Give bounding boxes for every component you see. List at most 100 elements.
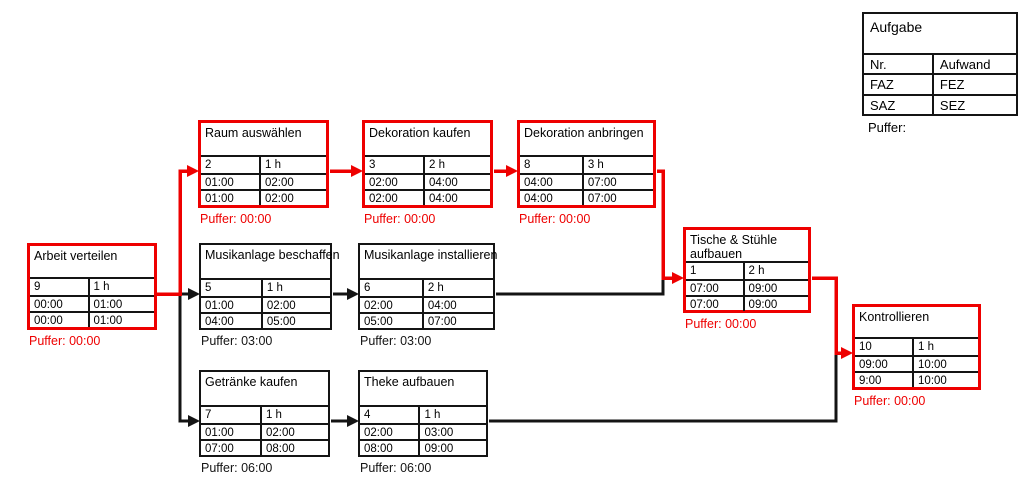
task-node-dekoration-kaufen[interactable]: Dekoration kaufen 3 2 h 02:00 04:00 02:0… bbox=[362, 120, 493, 208]
legend-aufwand: Aufwand bbox=[939, 57, 991, 72]
task-saz: 04:00 bbox=[201, 312, 263, 328]
task-node-dekoration-anbringen[interactable]: Dekoration anbringen 8 3 h 04:00 07:00 0… bbox=[517, 120, 656, 208]
task-nr: 6 bbox=[360, 280, 424, 296]
task-aufwand: 2 h bbox=[427, 282, 444, 294]
legend-saz: SAZ bbox=[864, 93, 934, 114]
task-table: 4 1 h 02:00 03:00 08:00 09:00 bbox=[360, 407, 486, 455]
puffer-label-raum-auswaehlen: Puffer: 00:00 bbox=[200, 212, 272, 226]
task-title: Tische & Stühle aufbauen bbox=[686, 230, 808, 263]
task-aufwand: 2 h bbox=[429, 159, 445, 171]
task-faz: 01:00 bbox=[201, 423, 262, 439]
task-nr: 3 bbox=[365, 157, 425, 173]
task-faz: 02:00 bbox=[360, 423, 421, 439]
task-sez: 07:00 bbox=[583, 189, 653, 205]
task-saz: 07:00 bbox=[686, 295, 745, 311]
task-fez: 04:00 bbox=[425, 173, 490, 189]
legend-table: Nr. Aufwand FAZ FEZ SAZ SEZ bbox=[864, 55, 1016, 114]
task-sez: 04:00 bbox=[425, 189, 490, 205]
task-sez: 07:00 bbox=[423, 312, 493, 328]
task-saz: 04:00 bbox=[520, 189, 584, 205]
connector-musikanlage-installieren-tische bbox=[496, 278, 665, 296]
task-saz: 01:00 bbox=[201, 189, 261, 205]
task-table: 3 2 h 02:00 04:00 02:00 04:00 bbox=[365, 157, 490, 205]
task-nr: 2 bbox=[201, 157, 261, 173]
task-node-raum-auswaehlen[interactable]: Raum auswählen 2 1 h 01:00 02:00 01:00 0… bbox=[198, 120, 329, 208]
task-sez: 01:00 bbox=[89, 311, 154, 327]
arrowhead-getraenke-kaufen bbox=[188, 415, 200, 427]
task-title: Musikanlage beschaffen bbox=[201, 245, 340, 280]
task-nr: 5 bbox=[201, 280, 263, 296]
task-sez: 08:00 bbox=[261, 439, 328, 455]
task-fez: 03:00 bbox=[420, 423, 486, 439]
task-aufwand: 1 h bbox=[424, 409, 441, 421]
task-fez: 01:00 bbox=[89, 295, 154, 311]
task-aufwand: 1 h bbox=[265, 159, 281, 171]
connector-arbeit-raum bbox=[157, 169, 188, 296]
task-saz: 07:00 bbox=[201, 439, 262, 455]
task-fez: 10:00 bbox=[914, 355, 978, 371]
puffer-label-getraenke-kaufen: Puffer: 06:00 bbox=[201, 461, 273, 475]
task-node-kontrollieren[interactable]: Kontrollieren 10 1 h 09:00 10:00 9:00 10… bbox=[852, 304, 981, 390]
arrowhead-tische-stuehle bbox=[672, 272, 684, 284]
task-faz: 07:00 bbox=[686, 279, 745, 295]
task-table: 10 1 h 09:00 10:00 9:00 10:00 bbox=[855, 339, 978, 387]
puffer-label-tische-stuehle: Puffer: 00:00 bbox=[685, 317, 757, 331]
task-nr: 8 bbox=[520, 157, 584, 173]
puffer-label-kontrollieren: Puffer: 00:00 bbox=[854, 394, 926, 408]
legend-box: Aufgabe Nr. Aufwand FAZ FEZ SAZ SEZ bbox=[862, 12, 1018, 116]
legend-puffer-label: Puffer: bbox=[868, 120, 907, 135]
legend-title: Aufgabe bbox=[864, 14, 1016, 55]
arrowhead-musikanlage-installieren bbox=[347, 288, 359, 300]
puffer-label-dekoration-kaufen: Puffer: 00:00 bbox=[364, 212, 436, 226]
task-table: 8 3 h 04:00 07:00 04:00 07:00 bbox=[520, 157, 653, 205]
task-fez: 02:00 bbox=[262, 296, 330, 312]
puffer-label-musikanlage-installieren: Puffer: 03:00 bbox=[360, 334, 432, 348]
puffer-label-musikanlage-beschaffen: Puffer: 03:00 bbox=[201, 334, 273, 348]
task-title: Dekoration kaufen bbox=[365, 123, 490, 157]
task-faz: 01:00 bbox=[201, 173, 261, 189]
task-node-theke-aufbauen[interactable]: Theke aufbauen 4 1 h 02:00 03:00 08:00 0… bbox=[358, 370, 488, 457]
legend-fez: FEZ bbox=[933, 73, 1016, 93]
task-fez: 04:00 bbox=[423, 296, 493, 312]
task-saz: 08:00 bbox=[360, 439, 421, 455]
task-node-getraenke-kaufen[interactable]: Getränke kaufen 7 1 h 01:00 02:00 07:00 … bbox=[199, 370, 330, 457]
task-saz: 9:00 bbox=[855, 371, 915, 387]
task-sez: 05:00 bbox=[262, 312, 330, 328]
task-aufwand: 3 h bbox=[587, 159, 604, 171]
task-table: 5 1 h 01:00 02:00 04:00 05:00 bbox=[201, 280, 330, 328]
task-faz: 00:00 bbox=[30, 295, 90, 311]
arrowhead-musikanlage-beschaffen bbox=[188, 288, 200, 300]
task-title: Musikanlage installieren bbox=[360, 245, 497, 280]
task-node-tische-stuehle-aufbauen[interactable]: Tische & Stühle aufbauen 1 2 h 07:00 09:… bbox=[683, 227, 811, 313]
task-node-musikanlage-installieren[interactable]: Musikanlage installieren 6 2 h 02:00 04:… bbox=[358, 243, 497, 330]
arrowhead-dekoration-kaufen bbox=[351, 165, 363, 177]
task-fez: 09:00 bbox=[744, 279, 808, 295]
task-sez: 10:00 bbox=[914, 371, 978, 387]
task-saz: 00:00 bbox=[30, 311, 90, 327]
arrowhead-raum-auswaehlen bbox=[187, 165, 199, 177]
task-sez: 02:00 bbox=[261, 189, 326, 205]
task-faz: 01:00 bbox=[201, 296, 263, 312]
task-faz: 02:00 bbox=[360, 296, 424, 312]
task-title: Arbeit verteilen bbox=[30, 246, 154, 279]
task-title: Dekoration anbringen bbox=[520, 123, 653, 157]
task-table: 7 1 h 01:00 02:00 07:00 08:00 bbox=[201, 407, 328, 455]
task-aufwand: 1 h bbox=[93, 281, 110, 293]
task-title: Kontrollieren bbox=[855, 307, 978, 339]
task-fez: 02:00 bbox=[261, 423, 328, 439]
connector-dekoration-anbringen-tische bbox=[657, 169, 673, 280]
task-faz: 09:00 bbox=[855, 355, 915, 371]
task-title: Theke aufbauen bbox=[360, 372, 486, 407]
task-node-arbeit-verteilen[interactable]: Arbeit verteilen 9 1 h 00:00 01:00 00:00… bbox=[27, 243, 157, 330]
task-aufwand: 2 h bbox=[748, 265, 765, 277]
task-nr: 9 bbox=[30, 279, 90, 295]
task-faz: 04:00 bbox=[520, 173, 584, 189]
task-node-musikanlage-beschaffen[interactable]: Musikanlage beschaffen 5 1 h 01:00 02:00… bbox=[199, 243, 340, 330]
task-table: 6 2 h 02:00 04:00 05:00 07:00 bbox=[360, 280, 493, 328]
arrowhead-theke-aufbauen bbox=[347, 415, 359, 427]
task-table: 1 2 h 07:00 09:00 07:00 09:00 bbox=[686, 263, 808, 311]
task-saz: 05:00 bbox=[360, 312, 424, 328]
puffer-label-arbeit-verteilen: Puffer: 00:00 bbox=[29, 334, 101, 348]
